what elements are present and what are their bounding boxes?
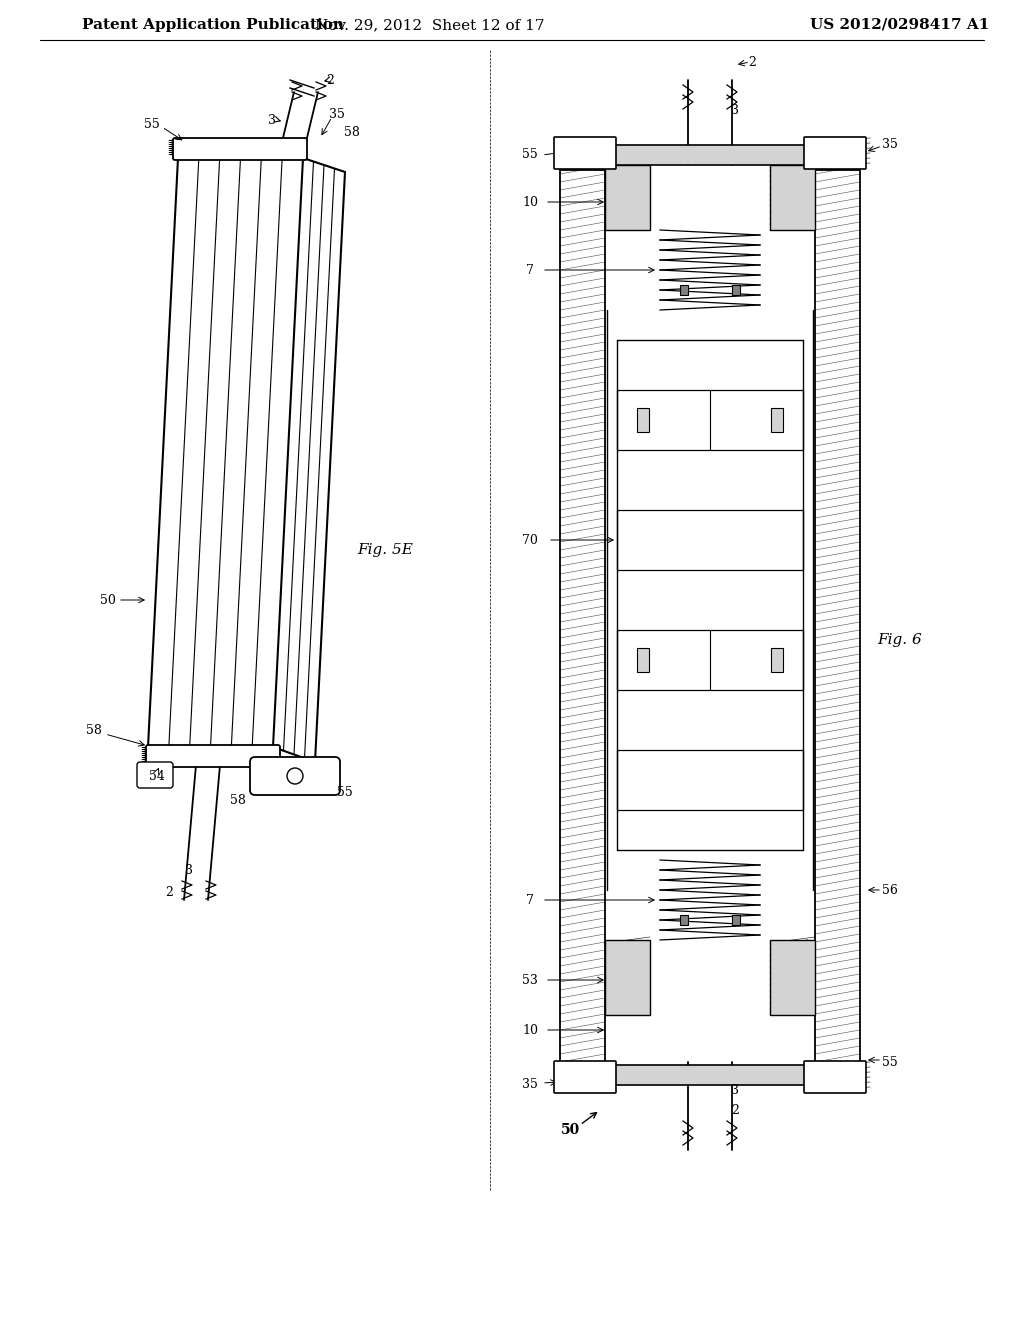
FancyBboxPatch shape <box>146 744 280 767</box>
Polygon shape <box>605 165 650 230</box>
Polygon shape <box>815 170 860 1071</box>
Text: 55: 55 <box>882 1056 898 1068</box>
Text: 50: 50 <box>560 1123 580 1137</box>
Bar <box>637 648 649 672</box>
Text: US 2012/0298417 A1: US 2012/0298417 A1 <box>810 18 989 32</box>
Text: Fig. 6: Fig. 6 <box>878 634 923 647</box>
Bar <box>617 750 803 810</box>
Text: 70: 70 <box>522 533 538 546</box>
FancyBboxPatch shape <box>137 762 173 788</box>
Text: 2: 2 <box>326 74 334 87</box>
Bar <box>680 285 688 294</box>
Text: 54: 54 <box>150 771 165 784</box>
Text: 35: 35 <box>522 1078 538 1092</box>
Bar <box>680 915 688 925</box>
FancyBboxPatch shape <box>250 756 340 795</box>
Text: Fig. 5E: Fig. 5E <box>357 543 413 557</box>
Text: 53: 53 <box>522 974 538 986</box>
Bar <box>732 915 740 925</box>
Polygon shape <box>555 1065 865 1085</box>
Text: 58: 58 <box>230 793 246 807</box>
Text: 10: 10 <box>522 1023 538 1036</box>
Text: 2: 2 <box>749 55 756 69</box>
Text: 35: 35 <box>329 108 345 121</box>
FancyBboxPatch shape <box>804 137 866 169</box>
Polygon shape <box>605 940 650 1015</box>
Text: 3: 3 <box>731 1084 739 1097</box>
Text: 58: 58 <box>344 125 360 139</box>
Text: 35: 35 <box>882 139 898 152</box>
Bar <box>771 648 783 672</box>
Bar <box>617 630 803 690</box>
Polygon shape <box>770 940 815 1015</box>
Text: 55: 55 <box>522 149 538 161</box>
Bar <box>617 389 803 450</box>
Text: 3: 3 <box>185 863 193 876</box>
Polygon shape <box>770 165 815 230</box>
Bar <box>617 510 803 570</box>
Text: Patent Application Publication: Patent Application Publication <box>82 18 344 32</box>
Text: 56: 56 <box>882 883 898 896</box>
FancyBboxPatch shape <box>173 139 307 160</box>
Polygon shape <box>560 170 605 1071</box>
Text: 58: 58 <box>86 723 102 737</box>
Text: 55: 55 <box>144 119 160 132</box>
FancyBboxPatch shape <box>804 1061 866 1093</box>
Text: Nov. 29, 2012  Sheet 12 of 17: Nov. 29, 2012 Sheet 12 of 17 <box>315 18 545 32</box>
Text: 55: 55 <box>337 787 353 800</box>
Polygon shape <box>555 145 865 165</box>
Text: 7: 7 <box>526 264 534 276</box>
Text: 2: 2 <box>165 886 173 899</box>
Text: 2: 2 <box>731 1104 739 1117</box>
Bar <box>732 285 740 294</box>
FancyBboxPatch shape <box>554 137 616 169</box>
Text: 10: 10 <box>522 195 538 209</box>
Bar <box>637 408 649 432</box>
FancyBboxPatch shape <box>554 1061 616 1093</box>
Bar <box>771 408 783 432</box>
Text: 50: 50 <box>100 594 116 606</box>
Text: 3: 3 <box>731 103 739 116</box>
Text: 7: 7 <box>526 894 534 907</box>
Text: 3: 3 <box>268 114 276 127</box>
